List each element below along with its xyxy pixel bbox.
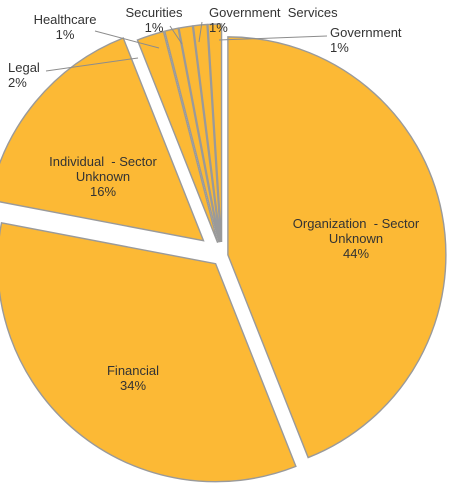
category-label-6-0: Government Services bbox=[209, 5, 338, 20]
pie-slice-5 bbox=[178, 25, 221, 243]
value-label-4: 1% bbox=[56, 27, 75, 42]
data-label-7: Government 1% bbox=[330, 25, 402, 55]
data-label-3: Legal 2% bbox=[8, 60, 40, 90]
category-label-0-0: Organization - Sector bbox=[293, 216, 420, 231]
value-label-1: 34% bbox=[120, 378, 146, 393]
leader-line-7 bbox=[218, 35, 328, 41]
category-label-7-0: Government bbox=[330, 25, 402, 40]
pie-slice-2 bbox=[0, 37, 205, 242]
leader-line-6 bbox=[198, 21, 203, 43]
pie-slice-4 bbox=[163, 27, 220, 243]
leader-line-5 bbox=[169, 25, 183, 45]
data-label-4: Healthcare 1% bbox=[34, 12, 97, 42]
category-label-3-0: Legal bbox=[8, 60, 40, 75]
value-label-6: 1% bbox=[209, 20, 228, 35]
data-label-6: Government Services 1% bbox=[209, 5, 338, 35]
value-label-0: 44% bbox=[343, 246, 369, 261]
category-label-4-0: Healthcare bbox=[34, 12, 97, 27]
data-label-2: Individual - Sector Unknown 16% bbox=[49, 154, 157, 199]
category-label-1-0: Financial bbox=[107, 363, 159, 378]
value-label-7: 1% bbox=[330, 40, 349, 55]
pie-slice-0 bbox=[227, 36, 447, 459]
pie-slice-3 bbox=[136, 30, 219, 243]
value-label-3: 2% bbox=[8, 75, 27, 90]
pie-slice-6 bbox=[192, 23, 222, 243]
pie-slice-7 bbox=[207, 23, 223, 243]
leader-line-4 bbox=[94, 30, 160, 49]
category-label-0-1: Unknown bbox=[329, 231, 383, 246]
data-label-5: Securities 1% bbox=[125, 5, 183, 35]
leader-line-3 bbox=[45, 57, 139, 72]
category-label-2-0: Individual - Sector bbox=[49, 154, 157, 169]
data-label-0: Organization - Sector Unknown 44% bbox=[293, 216, 420, 261]
value-label-2: 16% bbox=[90, 184, 116, 199]
pie-slice-1 bbox=[0, 222, 297, 483]
category-label-2-1: Unknown bbox=[76, 169, 130, 184]
category-label-5-0: Securities bbox=[125, 5, 183, 20]
value-label-5: 1% bbox=[145, 20, 164, 35]
data-label-1: Financial 34% bbox=[107, 363, 159, 393]
